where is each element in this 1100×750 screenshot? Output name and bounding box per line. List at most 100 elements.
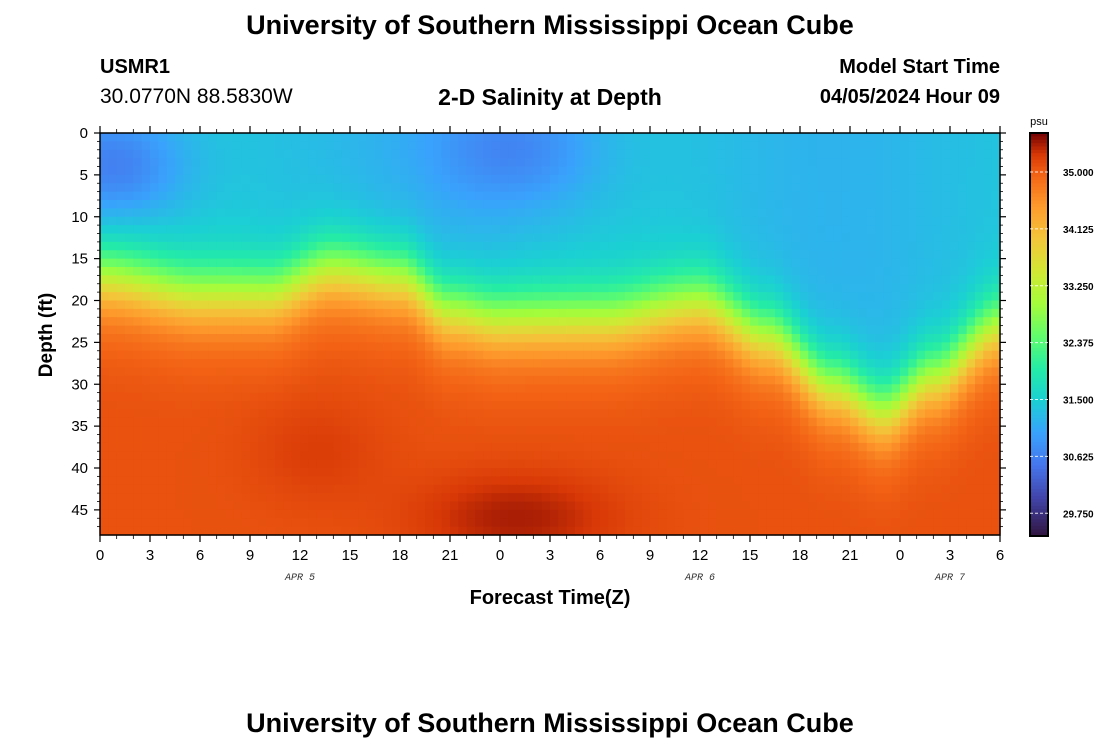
- heatmap-cell: [650, 200, 659, 209]
- heatmap-cell: [916, 216, 926, 226]
- heatmap-cell: [191, 417, 201, 427]
- heatmap-cell: [366, 225, 376, 235]
- heatmap-cell: [358, 334, 368, 343]
- heatmap-cell: [200, 334, 209, 343]
- heatmap-cell: [783, 434, 793, 444]
- heatmap-cell: [125, 375, 134, 385]
- heatmap-cell: [916, 325, 926, 335]
- heatmap-cell: [925, 459, 934, 469]
- heatmap-cell: [483, 484, 493, 494]
- heatmap-cell: [708, 149, 718, 159]
- heatmap-cell: [758, 434, 768, 444]
- heatmap-cell: [941, 183, 951, 193]
- heatmap-cell: [550, 493, 559, 503]
- heatmap-cell: [650, 451, 659, 461]
- heatmap-cell: [425, 308, 434, 318]
- heatmap-cell: [325, 208, 334, 218]
- heatmap-cell: [541, 183, 551, 193]
- heatmap-cell: [150, 518, 159, 528]
- heatmap-cell: [441, 459, 451, 469]
- heatmap-cell: [450, 292, 459, 302]
- heatmap-cell: [641, 241, 651, 251]
- heatmap-cell: [408, 208, 418, 218]
- heatmap-cell: [175, 174, 184, 184]
- heatmap-cell: [608, 484, 618, 494]
- heatmap-cell: [116, 225, 126, 235]
- heatmap-cell: [991, 174, 1001, 184]
- heatmap-cell: [416, 493, 426, 503]
- heatmap-cell: [675, 308, 684, 318]
- heatmap-cell: [966, 493, 976, 503]
- heatmap-cell: [358, 216, 368, 226]
- heatmap-cell: [558, 367, 568, 377]
- heatmap-cell: [950, 200, 959, 209]
- heatmap-cell: [508, 191, 518, 201]
- heatmap-cell: [225, 375, 234, 385]
- heatmap-cell: [475, 409, 484, 419]
- heatmap-cell: [283, 384, 293, 394]
- heatmap-cell: [100, 384, 109, 394]
- heatmap-cell: [675, 468, 684, 477]
- heatmap-cell: [633, 409, 643, 419]
- heatmap-cell: [250, 283, 259, 293]
- heatmap-cell: [908, 191, 918, 201]
- heatmap-cell: [125, 267, 134, 276]
- heatmap-cell: [716, 216, 726, 226]
- heatmap-cell: [325, 258, 334, 268]
- heatmap-cell: [116, 350, 126, 360]
- heatmap-cell: [550, 133, 559, 142]
- heatmap-cell: [633, 183, 643, 193]
- heatmap-cell: [325, 158, 334, 168]
- heatmap-cell: [375, 241, 384, 251]
- heatmap-cell: [516, 434, 526, 444]
- heatmap-cell: [458, 367, 468, 377]
- heatmap-cell: [291, 158, 301, 168]
- heatmap-cell: [950, 325, 959, 335]
- heatmap-cell: [991, 200, 1001, 209]
- heatmap-cell: [966, 300, 976, 310]
- heatmap-cell: [825, 233, 834, 243]
- heatmap-cell: [933, 359, 943, 369]
- heatmap-cell: [975, 283, 984, 293]
- heatmap-cell: [608, 225, 618, 235]
- heatmap-cell: [691, 250, 701, 260]
- heatmap-cell: [591, 267, 601, 276]
- heatmap-cell: [125, 233, 134, 243]
- heatmap-cell: [883, 283, 893, 293]
- heatmap-cell: [483, 476, 493, 486]
- heatmap-cell: [233, 434, 243, 444]
- heatmap-cell: [366, 334, 376, 343]
- heatmap-cell: [558, 384, 568, 394]
- heatmap-cell: [275, 292, 284, 302]
- heatmap-cell: [858, 392, 868, 402]
- heatmap-cell: [966, 392, 976, 402]
- heatmap-cell: [650, 141, 659, 151]
- heatmap-cell: [591, 392, 601, 402]
- heatmap-cell: [608, 468, 618, 477]
- heatmap-cell: [608, 334, 618, 343]
- heatmap-cell: [616, 384, 626, 394]
- heatmap-cell: [316, 241, 326, 251]
- heatmap-cell: [183, 409, 193, 419]
- heatmap-cell: [700, 283, 709, 293]
- heatmap-cell: [875, 308, 884, 318]
- heatmap-cell: [375, 409, 384, 419]
- heatmap-cell: [925, 468, 934, 477]
- heatmap-cell: [525, 208, 534, 218]
- heatmap-cell: [400, 275, 409, 285]
- heatmap-cell: [833, 459, 843, 469]
- heatmap-cell: [850, 317, 859, 327]
- heatmap-cell: [266, 392, 276, 402]
- heatmap-cell: [933, 225, 943, 235]
- heatmap-cell: [733, 200, 743, 209]
- heatmap-cell: [675, 509, 684, 519]
- heatmap-cell: [833, 308, 843, 318]
- heatmap-cell: [600, 501, 609, 511]
- heatmap-cell: [225, 250, 234, 260]
- heatmap-cell: [691, 300, 701, 310]
- heatmap-cell: [616, 417, 626, 427]
- heatmap-cell: [666, 493, 676, 503]
- heatmap-cell: [316, 342, 326, 352]
- heatmap-cell: [100, 133, 109, 142]
- heatmap-cell: [833, 501, 843, 511]
